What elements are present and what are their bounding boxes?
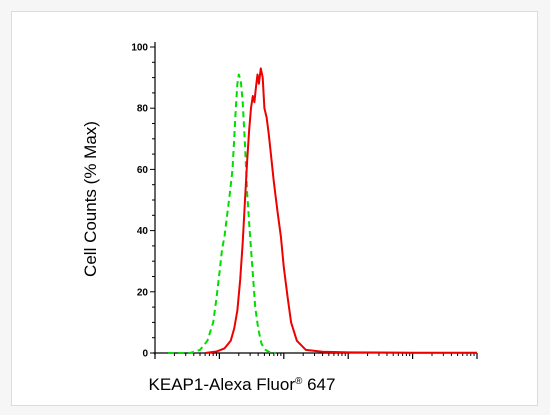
x-axis-label-superscript: ®	[295, 376, 303, 387]
sample-histogram-line	[204, 67, 477, 354]
y-tick-label: 80	[137, 104, 149, 115]
x-axis-label-main: KEAP1-Alexa Fluor	[149, 375, 296, 394]
y-tick-label: 20	[137, 287, 149, 298]
control-histogram-line	[168, 73, 276, 354]
series-layer	[168, 67, 477, 354]
y-tick-label: 60	[137, 165, 149, 176]
y-tick-label: 40	[137, 226, 149, 237]
x-axis-label-suffix: 647	[302, 375, 335, 394]
y-tick-label: 0	[142, 349, 148, 360]
chart-frame: 0 20 40 60 80 100 Cell Counts (% Max) KEAP1-A…	[11, 11, 538, 406]
axes: 0 20 40 60 80 100	[131, 42, 478, 360]
y-tick-label: 100	[131, 43, 148, 54]
x-axis-label: KEAP1-Alexa Fluor® 647	[149, 375, 336, 394]
histogram-chart: 0 20 40 60 80 100 Cell Counts (% Max) KEAP1-A…	[81, 42, 478, 394]
y-axis-label: Cell Counts (% Max)	[81, 121, 100, 277]
